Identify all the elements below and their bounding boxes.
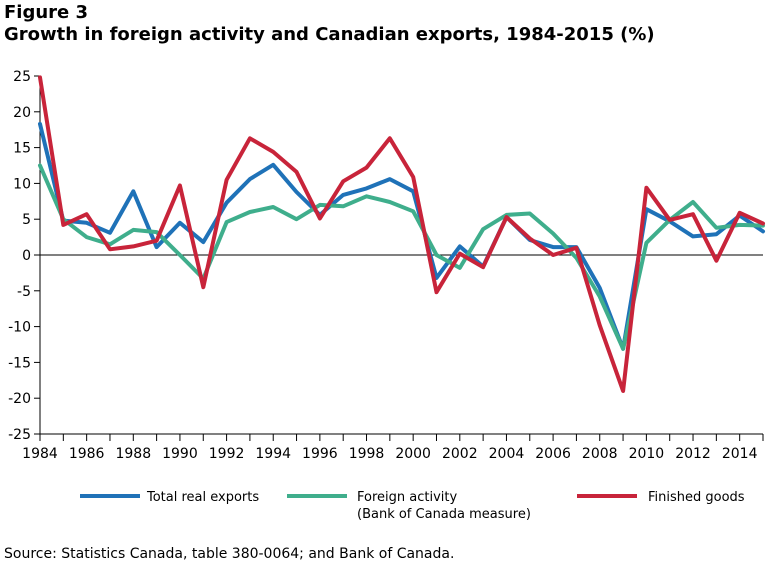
x-tick-label: 1988 (115, 446, 151, 462)
y-tick-label: -20 (8, 391, 31, 407)
x-tick-labels: 1984 1986 1988 1990 1992 1994 1996 1998 2000 2002… (22, 446, 757, 462)
y-tick-label: -5 (17, 284, 31, 300)
y-tick-label: 15 (13, 141, 31, 157)
axes (34, 75, 764, 441)
series-line-foreign-activity (38, 163, 765, 351)
x-tick-label: 1992 (209, 446, 245, 462)
x-tick-label: 2012 (675, 446, 711, 462)
y-tick-label: -25 (8, 427, 31, 443)
y-tick-label: -15 (8, 355, 31, 371)
y-tick-label: 25 (13, 69, 31, 85)
legend-label: Foreign activity (357, 490, 457, 505)
x-tick-label: 2006 (535, 446, 571, 462)
series-lines (38, 75, 765, 393)
y-tick-label: -10 (8, 320, 31, 336)
x-tick-label: 1990 (162, 446, 198, 462)
y-tick-label: 20 (13, 105, 31, 121)
y-tick-label: 0 (22, 248, 31, 264)
x-tick-label: 1996 (302, 446, 338, 462)
figure-label: Figure 3 (4, 2, 89, 23)
legend-label-line2: (Bank of Canada measure) (357, 507, 531, 522)
x-tick-label: 2004 (489, 446, 525, 462)
x-tick-label: 1994 (255, 446, 291, 462)
x-tick-label: 1986 (69, 446, 105, 462)
x-tick-label: 1984 (22, 446, 58, 462)
legend-label: Finished goods (648, 490, 745, 505)
x-tick-label: 2014 (722, 446, 758, 462)
x-tick-label: 2000 (395, 446, 431, 462)
series-line-finished-goods (38, 75, 765, 393)
chart-title: Growth in foreign activity and Canadian … (4, 24, 655, 45)
legend: Total real exports Foreign activity (Bank … (80, 490, 745, 522)
y-tick-labels: 25 20 15 10 5 0 -5 -10 -15 -20 -25 (8, 69, 31, 443)
x-tick-label: 2002 (442, 446, 478, 462)
x-tick-label: 1998 (349, 446, 385, 462)
y-tick-label: 5 (22, 212, 31, 228)
x-tick-label: 2008 (582, 446, 618, 462)
source-note: Source: Statistics Canada, table 380-006… (4, 546, 455, 562)
x-tick-label: 2010 (629, 446, 665, 462)
legend-label: Total real exports (146, 490, 259, 505)
y-tick-label: 10 (13, 176, 31, 192)
